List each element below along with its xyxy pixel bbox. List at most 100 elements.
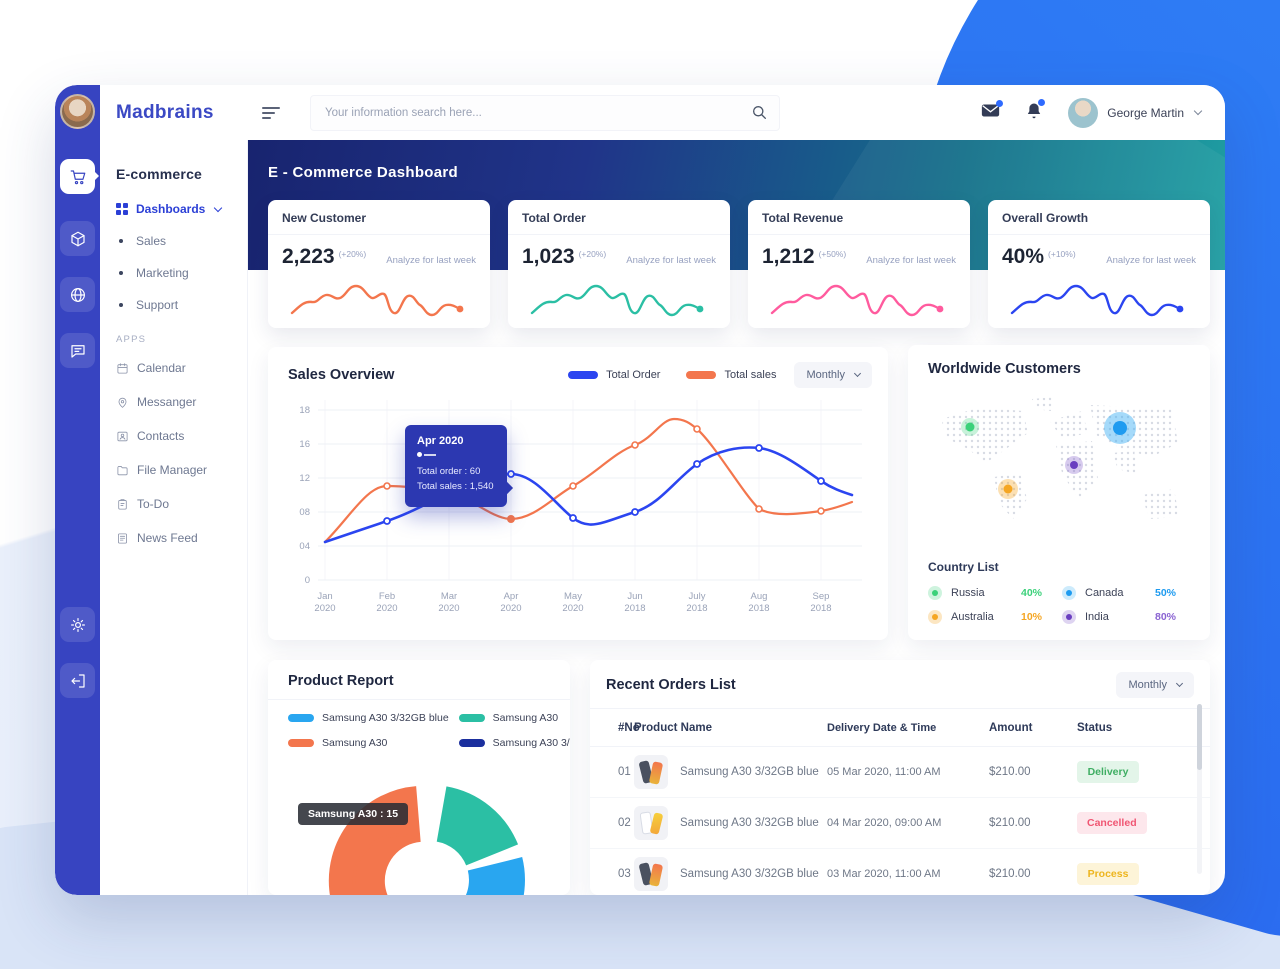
donut-tooltip: Samsung A30 : 15 — [298, 803, 409, 825]
settings-gear-icon[interactable] — [60, 607, 95, 642]
analyze-link[interactable]: Analyze for last week — [626, 255, 716, 266]
search-bar — [310, 94, 780, 131]
sales-period-select[interactable]: Monthly — [794, 362, 872, 388]
user-menu[interactable]: George Martin — [1068, 97, 1203, 128]
legend-swatch — [288, 714, 314, 722]
worldwide-customers-title: Worldwide Customers — [928, 361, 1081, 377]
product-thumbnail — [634, 857, 668, 891]
orders-period-select[interactable]: Monthly — [1116, 672, 1194, 698]
order-row[interactable]: 01 Samsung A30 3/32GB blue 05 Mar 2020, … — [590, 747, 1210, 798]
sidebar-item-calendar[interactable]: Calendar — [116, 361, 247, 375]
country-canada: Canada 50% — [1062, 586, 1190, 600]
bullet-icon — [119, 239, 123, 243]
sidebar-item-file-manager[interactable]: File Manager — [116, 463, 247, 477]
legend-item[interactable]: Samsung A30 — [288, 737, 449, 749]
sidebar-item-dashboards[interactable]: Dashboards — [116, 202, 247, 216]
search-icon[interactable] — [752, 105, 767, 120]
cart-icon[interactable] — [60, 159, 99, 194]
user-avatar — [1068, 97, 1099, 128]
legend-total-order[interactable]: Total Order — [568, 369, 660, 381]
stat-card-new-customer: New Customer 2,223 (+20%) Analyze for la… — [268, 200, 490, 328]
country-dot-icon — [1062, 610, 1076, 624]
header-actions: George Martin — [981, 97, 1225, 128]
page-title: E - Commerce Dashboard — [268, 164, 458, 181]
legend-swatch — [568, 371, 599, 379]
table-scrollbar[interactable] — [1197, 704, 1202, 874]
country-australia: Australia 10% — [928, 610, 1056, 624]
sidebar-menu: E-commerce Dashboards Sales Marketing Su… — [100, 140, 248, 895]
status-badge: Process — [1077, 863, 1139, 885]
status-badge: Delivery — [1077, 761, 1139, 783]
country-india: India 80% — [1062, 610, 1190, 624]
order-row[interactable]: 03 Samsung A30 3/32GB blue 03 Mar 2020, … — [590, 849, 1210, 895]
country-dot-icon — [1062, 586, 1076, 600]
folder-icon — [117, 465, 128, 475]
icon-rail — [55, 85, 100, 895]
sparkline-chart — [770, 284, 944, 317]
calendar-icon — [117, 362, 128, 374]
legend-swatch — [686, 371, 717, 379]
svg-text:12: 12 — [299, 473, 310, 484]
bullet-icon — [119, 303, 123, 307]
product-report-card: Product Report Samsung A30 3/32GB blue S… — [268, 660, 570, 895]
orders-table: #No Product Name Delivery Date & Time Am… — [590, 708, 1210, 895]
apps-section-label: APPS — [116, 334, 147, 345]
recent-orders-card: Recent Orders List Monthly #No Product N… — [590, 660, 1210, 895]
rail-avatar[interactable] — [60, 94, 95, 129]
stat-card-total-order: Total Order 1,023 (+20%) Analyze for las… — [508, 200, 730, 328]
status-badge: Cancelled — [1077, 812, 1147, 834]
svg-text:16: 16 — [299, 439, 310, 450]
search-input[interactable] — [311, 106, 731, 119]
tooltip-marker-icon — [417, 452, 495, 457]
globe-icon[interactable] — [60, 277, 95, 312]
bell-icon[interactable] — [1026, 98, 1046, 124]
sparkline-chart — [530, 284, 704, 317]
sidebar-item-sales[interactable]: Sales — [116, 234, 247, 248]
legend-item[interactable]: Samsung A30 3/32GB blue — [288, 712, 449, 724]
legend-swatch — [458, 714, 485, 722]
stat-cards: New Customer 2,223 (+20%) Analyze for la… — [268, 200, 1210, 328]
package-icon[interactable] — [60, 221, 95, 256]
chevron-down-icon — [853, 369, 862, 378]
worldwide-customers-card: Worldwide Customers — [908, 345, 1210, 640]
mail-icon[interactable] — [981, 99, 1004, 123]
top-header: Madbrains George Martin — [100, 85, 1225, 140]
chat-icon[interactable] — [60, 333, 95, 368]
sidebar-section-title: E-commerce — [116, 166, 203, 182]
legend-total-sales[interactable]: Total sales — [686, 369, 776, 381]
country-dot-icon — [928, 610, 942, 624]
mail-badge — [996, 99, 1004, 107]
clipboard-icon — [118, 498, 127, 510]
user-name: George Martin — [1107, 105, 1184, 120]
dashboard-window: E-commerce Dashboards Sales Marketing Su… — [55, 85, 1225, 895]
sidebar-item-to-do[interactable]: To-Do — [116, 497, 247, 511]
sidebar-item-marketing[interactable]: Marketing — [116, 266, 247, 280]
sidebar-item-support[interactable]: Support — [116, 298, 247, 312]
order-row[interactable]: 02 Samsung A30 3/32GB blue 04 Mar 2020, … — [590, 798, 1210, 849]
analyze-link[interactable]: Analyze for last week — [1106, 255, 1196, 266]
legend-item[interactable]: Samsung A30 — [458, 712, 570, 724]
sidebar-item-news-feed[interactable]: News Feed — [116, 531, 247, 545]
stat-card-total-revenue: Total Revenue 1,212 (+50%) Analyze for l… — [748, 200, 970, 328]
app-logo[interactable]: Madbrains — [116, 101, 214, 123]
sales-line-chart: 0 04 08 12 16 18 — [299, 400, 862, 614]
dashboards-grid-icon — [116, 203, 128, 215]
sidebar-item-contacts[interactable]: Contacts — [116, 429, 247, 443]
chevron-down-icon — [1175, 679, 1184, 688]
donut-chart — [328, 786, 525, 895]
scrollbar-thumb[interactable] — [1197, 704, 1202, 770]
legend-item[interactable]: Samsung A30 3/32GB blue — [458, 737, 570, 749]
analyze-link[interactable]: Analyze for last week — [866, 255, 956, 266]
svg-text:18: 18 — [299, 405, 310, 416]
logout-icon[interactable] — [60, 663, 95, 698]
analyze-link[interactable]: Analyze for last week — [386, 255, 476, 266]
hamburger-menu-icon[interactable] — [262, 106, 280, 119]
bullet-icon — [119, 271, 123, 275]
sidebar-item-messanger[interactable]: Messanger — [116, 395, 247, 409]
